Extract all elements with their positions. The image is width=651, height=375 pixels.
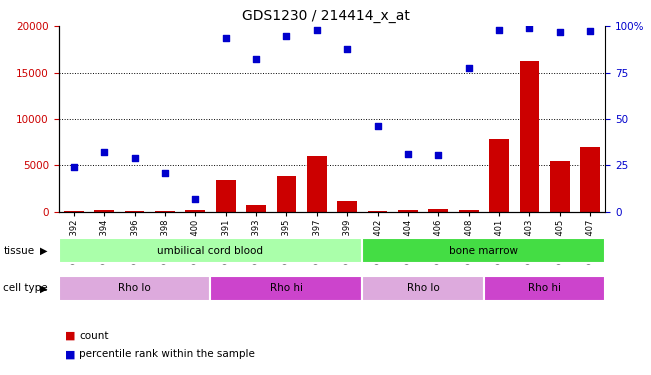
Bar	[246, 206, 266, 212]
Text: tissue: tissue	[3, 246, 35, 256]
Bar	[363, 276, 484, 301]
Bar	[59, 276, 210, 301]
Text: Rho lo: Rho lo	[407, 284, 439, 293]
Bar	[484, 276, 605, 301]
Bar	[186, 210, 205, 212]
Point	[312, 27, 322, 33]
Bar	[94, 210, 114, 212]
Text: Rho hi: Rho hi	[270, 284, 303, 293]
Bar	[398, 210, 418, 212]
Point	[281, 33, 292, 39]
Bar	[210, 276, 363, 301]
Point	[372, 123, 383, 129]
Point	[99, 150, 109, 156]
Text: ▶: ▶	[40, 246, 48, 256]
Text: count: count	[79, 331, 109, 340]
Point	[221, 35, 231, 41]
Point	[433, 152, 443, 158]
Point	[130, 155, 140, 161]
Bar	[490, 140, 509, 212]
Point	[159, 170, 170, 176]
Text: percentile rank within the sample: percentile rank within the sample	[79, 350, 255, 359]
Point	[68, 164, 79, 170]
Point	[251, 56, 261, 62]
Point	[342, 45, 352, 51]
Text: Rho hi: Rho hi	[528, 284, 561, 293]
Text: GDS1230 / 214414_x_at: GDS1230 / 214414_x_at	[242, 9, 409, 23]
Bar	[59, 238, 363, 263]
Bar	[216, 180, 236, 212]
Bar	[459, 210, 478, 212]
Bar	[519, 61, 539, 212]
Bar	[428, 209, 448, 212]
Point	[494, 27, 505, 33]
Bar	[125, 211, 145, 212]
Text: ▶: ▶	[40, 284, 48, 293]
Bar	[277, 176, 296, 212]
Point	[190, 196, 201, 202]
Bar	[64, 211, 83, 212]
Text: Rho lo: Rho lo	[118, 284, 151, 293]
Bar	[307, 156, 327, 212]
Bar	[581, 147, 600, 212]
Text: ■: ■	[65, 331, 76, 340]
Text: cell type: cell type	[3, 284, 48, 293]
Bar	[550, 161, 570, 212]
Text: umbilical cord blood: umbilical cord blood	[158, 246, 264, 256]
Point	[555, 29, 565, 35]
Text: bone marrow: bone marrow	[449, 246, 518, 256]
Bar	[363, 238, 605, 263]
Bar	[368, 211, 387, 212]
Bar	[337, 201, 357, 212]
Bar	[155, 211, 174, 212]
Point	[524, 25, 534, 31]
Text: ■: ■	[65, 350, 76, 359]
Point	[585, 28, 596, 34]
Point	[464, 65, 474, 71]
Point	[403, 152, 413, 157]
